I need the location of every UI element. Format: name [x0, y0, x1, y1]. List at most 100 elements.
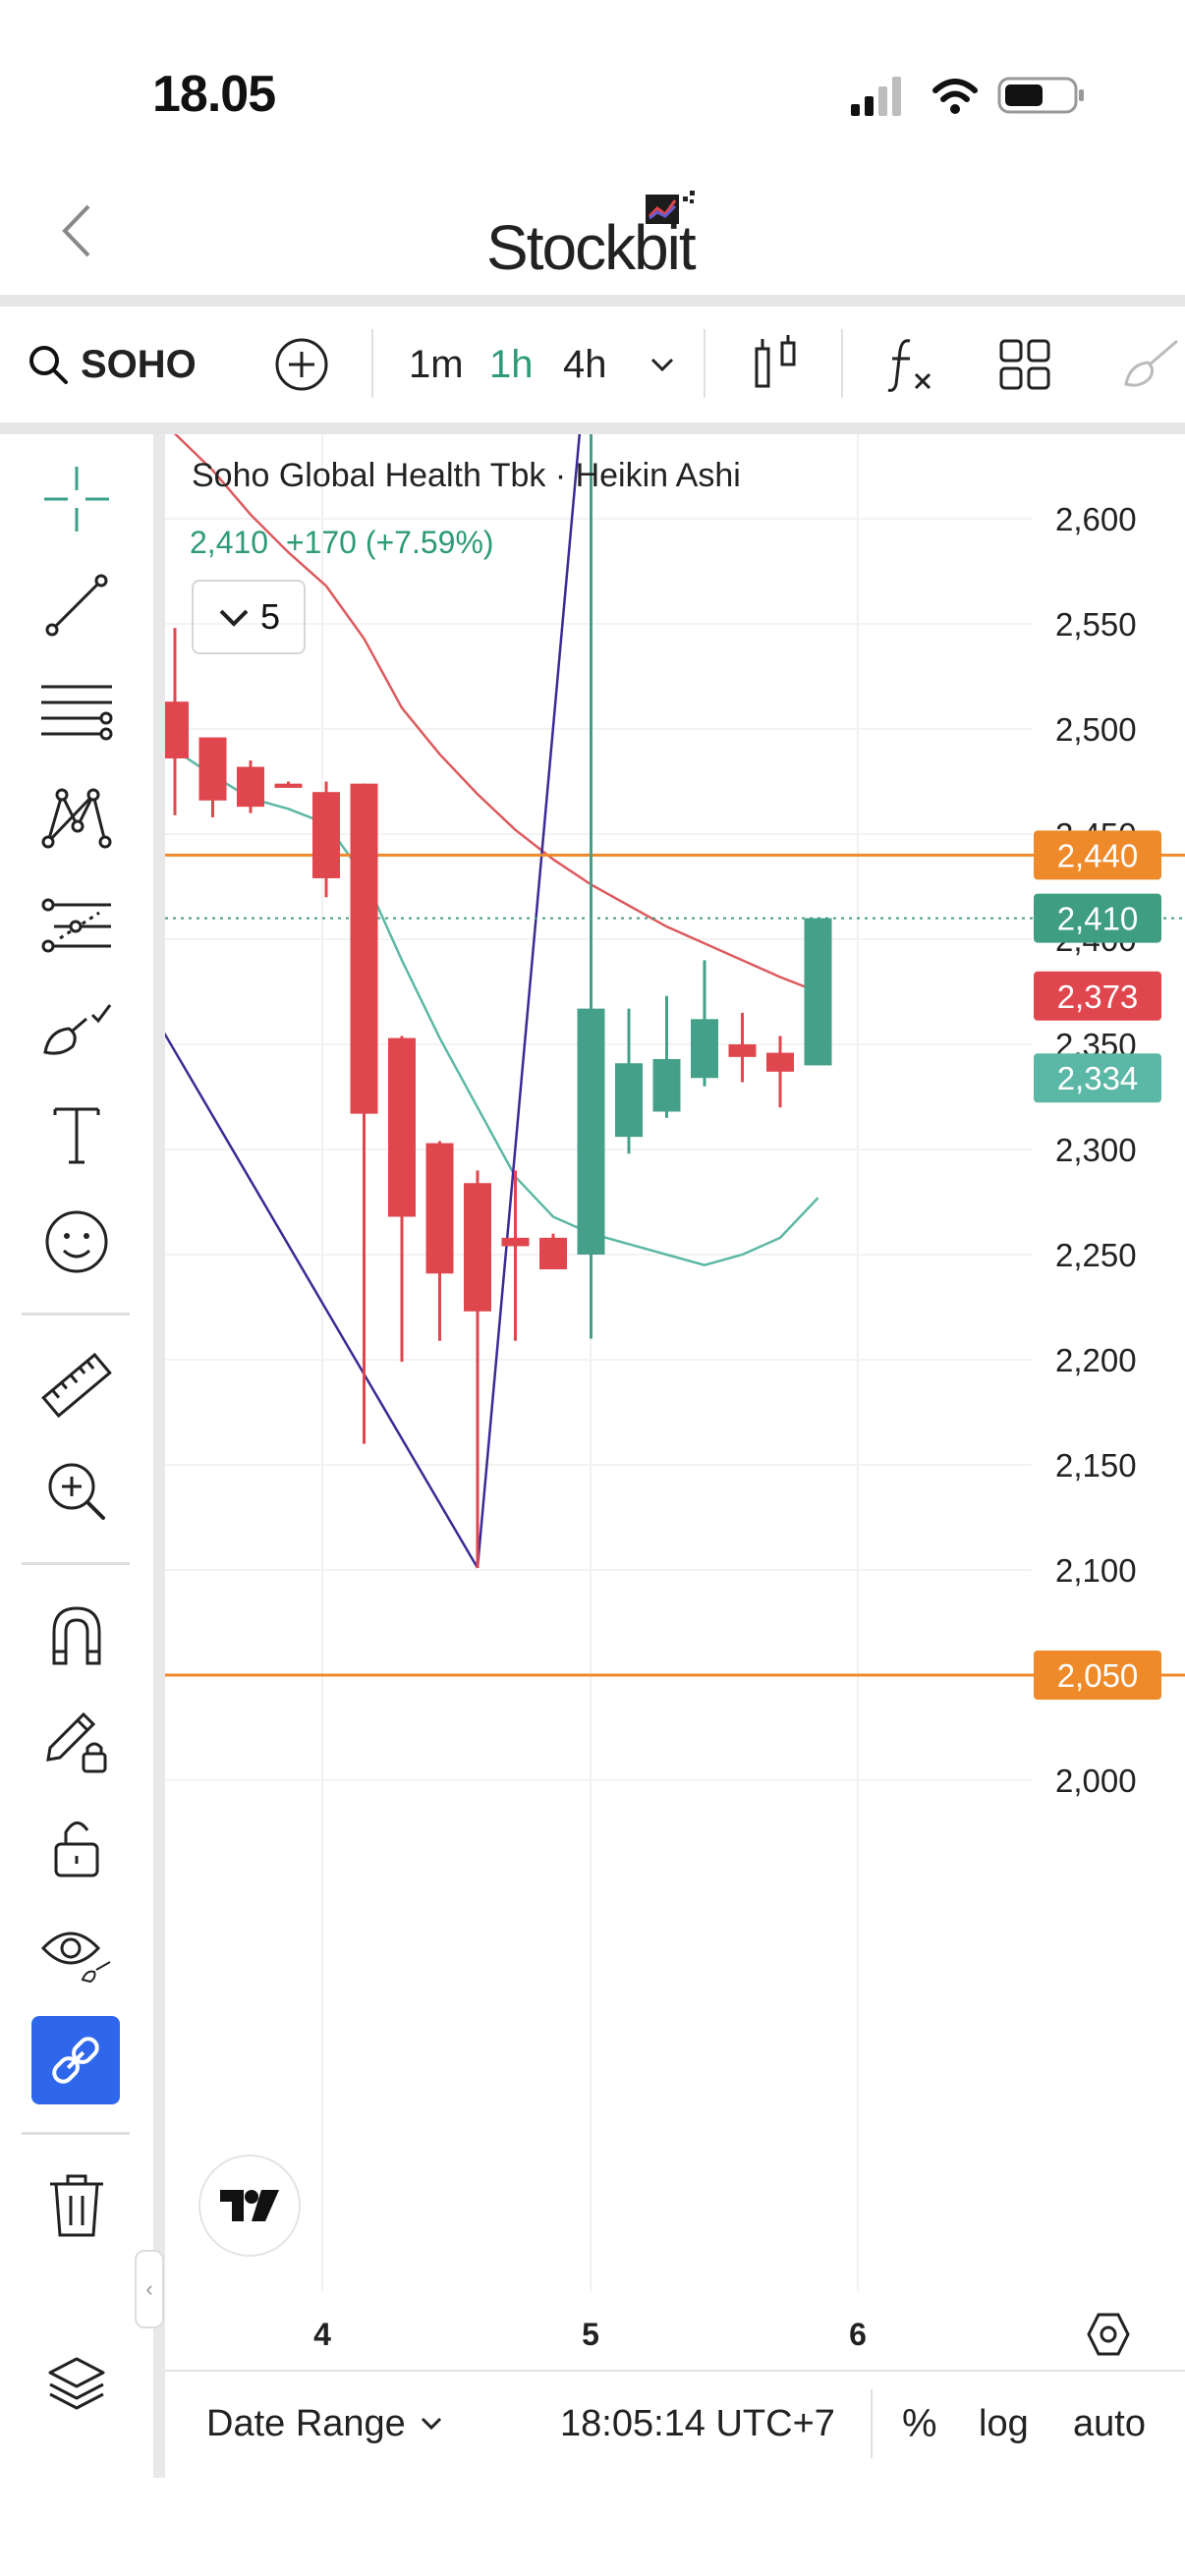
add-symbol-button[interactable]: [273, 307, 330, 422]
interval-1m[interactable]: 1m: [409, 342, 464, 386]
hide-drawings-tool[interactable]: [29, 1906, 124, 2000]
pattern-icon: [41, 788, 112, 849]
interval-dropdown[interactable]: [649, 307, 676, 422]
settings-hexagon-icon: [1087, 2313, 1130, 2356]
logo-chart-icon: [644, 187, 699, 235]
toolbar-divider: [704, 329, 705, 398]
price-tag-label: 2,334: [1057, 1060, 1139, 1096]
brush-icon: [43, 1004, 112, 1055]
pattern-tool[interactable]: [29, 770, 124, 865]
fib-tool[interactable]: [29, 664, 124, 758]
remove-drawings-tool[interactable]: [29, 2159, 124, 2254]
price-chart[interactable]: 2,0002,0502,1002,1502,2002,2502,3002,350…: [158, 0, 1185, 2370]
x-tick-label: 6: [849, 2317, 867, 2352]
text-icon: [53, 1107, 100, 1164]
forecast-icon: [41, 898, 111, 953]
candle-body: [728, 1044, 757, 1057]
interval-4h[interactable]: 4h: [563, 342, 607, 386]
candle-body: [501, 1237, 530, 1247]
tradingview-logo[interactable]: [198, 2155, 301, 2257]
plus-circle-icon: [275, 338, 328, 391]
object-tree-tool[interactable]: [29, 2338, 124, 2433]
toolbar-divider: [841, 329, 843, 398]
ma-fast-line: [164, 742, 819, 1266]
price-tag: [1034, 830, 1161, 880]
ruler-icon: [41, 1352, 112, 1419]
log-scale-toggle[interactable]: log: [979, 2402, 1029, 2444]
magnet-tool[interactable]: [29, 1588, 124, 1682]
text-tool[interactable]: [29, 1089, 124, 1183]
toolbar-divider: [22, 1562, 130, 1565]
chart-type-button[interactable]: [753, 307, 800, 422]
sync-drawings-tool[interactable]: [31, 2016, 120, 2104]
trendline: [476, 306, 592, 1568]
back-button[interactable]: [57, 196, 96, 270]
projection-tool[interactable]: [29, 876, 124, 971]
lock-all-tool[interactable]: [29, 1800, 124, 1894]
brush-tool[interactable]: [29, 982, 124, 1077]
candle-body: [161, 701, 189, 758]
x-tick-label: 5: [582, 2317, 599, 2352]
candle-body: [577, 1008, 605, 1255]
y-tick-label: 2,300: [1055, 1132, 1137, 1168]
clock-label: 18:05:14 UTC+7: [560, 2402, 835, 2444]
lock-drawing-tool[interactable]: [29, 1694, 124, 1788]
footer-divider: [871, 2389, 873, 2458]
chart-canvas: 2,0002,0502,1002,1502,2002,2502,3002,350…: [158, 0, 1185, 2352]
status-icons: [851, 71, 1087, 125]
price-change: +170 (+7.59%): [285, 525, 494, 560]
y-tick-label: 2,200: [1055, 1342, 1137, 1378]
chart-legend-title: Soho Global Health Tbk · Heikin Ashi: [192, 457, 741, 494]
candle-body: [312, 792, 340, 878]
legend-toggle-button[interactable]: 5: [192, 580, 306, 654]
y-tick-label: 2,500: [1055, 711, 1137, 748]
price-tag-label: 2,050: [1057, 1657, 1139, 1694]
divider: [0, 295, 1185, 307]
chevron-down-icon: [219, 609, 249, 627]
line-icon: [45, 574, 108, 637]
collapse-toolbar-button[interactable]: ‹: [135, 2250, 164, 2328]
pencil-lock-icon: [46, 1711, 107, 1773]
candle-body: [350, 783, 378, 1114]
horizontal-lines-icon: [41, 685, 113, 741]
candle-body: [539, 1237, 567, 1269]
chevron-left-icon: [62, 204, 90, 257]
candle-body: [615, 1063, 643, 1138]
layers-icon: [48, 2357, 105, 2410]
interval-1h[interactable]: 1h: [489, 342, 534, 386]
unlock-icon: [54, 1821, 99, 1877]
function-icon: [887, 339, 931, 392]
chart-legend-price: 2,410 +170 (+7.59%): [190, 525, 494, 561]
measure-tool[interactable]: [29, 1338, 124, 1432]
toolbar-divider: [22, 2132, 130, 2135]
brush-tool-button[interactable]: [1120, 307, 1185, 422]
search-icon: [29, 346, 68, 384]
date-range-label: Date Range: [206, 2402, 406, 2444]
chart-settings-button[interactable]: [1085, 2299, 1132, 2370]
price-tag-label: 2,440: [1057, 837, 1139, 873]
symbol-label: SOHO: [81, 342, 197, 386]
price-tag-label: 2,373: [1057, 979, 1139, 1015]
ma-slow-line: [164, 422, 818, 993]
layout-button[interactable]: [998, 307, 1051, 422]
smiley-icon: [45, 1210, 108, 1273]
candle-body: [198, 737, 227, 801]
auto-scale-toggle[interactable]: auto: [1073, 2402, 1146, 2444]
candle-body: [691, 1019, 718, 1079]
candle-body: [464, 1183, 491, 1312]
candle-body: [425, 1143, 454, 1274]
y-tick-label: 2,150: [1055, 1447, 1137, 1484]
candlestick-icon: [755, 335, 796, 388]
zoom-tool[interactable]: [29, 1444, 124, 1539]
indicators-button[interactable]: [886, 307, 935, 422]
date-range-button[interactable]: Date Range: [206, 2370, 445, 2478]
crosshair-tool[interactable]: [29, 452, 124, 546]
x-tick-label: 4: [313, 2317, 331, 2352]
emoji-tool[interactable]: [29, 1195, 124, 1289]
battery-icon: [997, 77, 1084, 114]
trendline-tool[interactable]: [29, 558, 124, 652]
crosshair-icon: [44, 467, 109, 532]
y-tick-label: 2,250: [1055, 1237, 1137, 1273]
percent-scale-toggle[interactable]: %: [902, 2401, 937, 2445]
symbol-search[interactable]: SOHO: [26, 307, 197, 422]
